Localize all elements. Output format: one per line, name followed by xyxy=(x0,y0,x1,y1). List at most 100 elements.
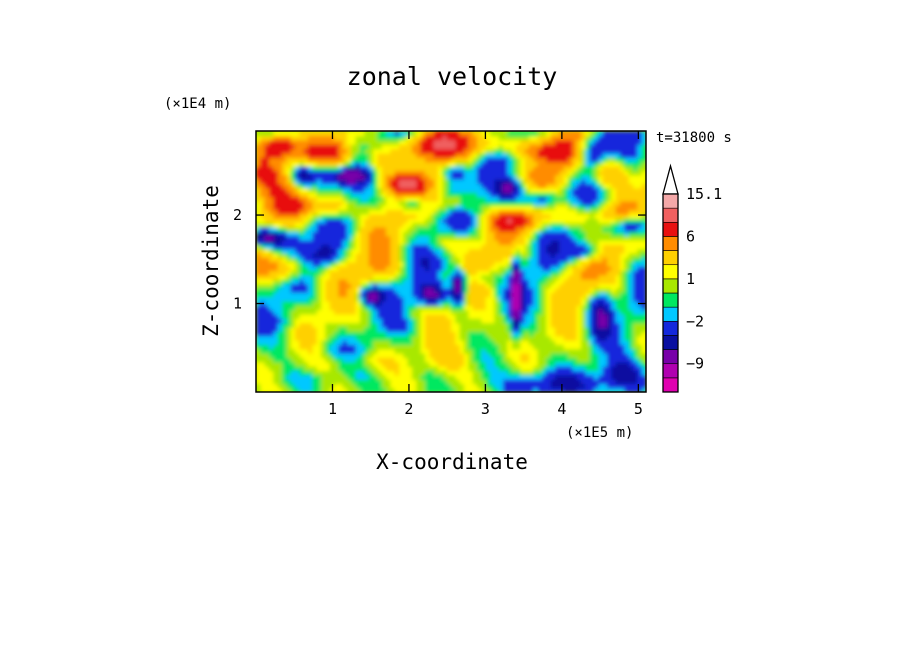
heatmap-cell xyxy=(425,378,431,385)
heatmap-cell xyxy=(403,305,409,311)
heatmap-cell xyxy=(407,222,413,228)
heatmap-cell xyxy=(316,248,322,254)
heatmap-cell xyxy=(329,204,335,211)
heatmap-cell xyxy=(438,204,444,211)
heatmap-cell xyxy=(555,287,561,293)
heatmap-cell xyxy=(555,283,561,289)
heatmap-cell xyxy=(468,231,474,237)
heatmap-cell xyxy=(611,296,617,302)
heatmap-cell xyxy=(542,313,548,319)
heatmap-cell xyxy=(498,365,504,372)
heatmap-cell xyxy=(438,296,444,302)
heatmap-cell xyxy=(472,257,478,263)
heatmap-cell xyxy=(381,148,387,154)
heatmap-cell xyxy=(581,174,587,180)
heatmap-cell xyxy=(511,235,517,241)
heatmap-cell xyxy=(390,352,396,358)
heatmap-cell xyxy=(412,213,418,219)
heatmap-cell xyxy=(611,200,617,206)
heatmap-cell xyxy=(472,283,478,289)
heatmap-cell xyxy=(386,326,392,332)
heatmap-cell xyxy=(260,335,266,341)
heatmap-cell xyxy=(572,157,578,163)
heatmap-cell xyxy=(295,265,301,271)
heatmap-cell xyxy=(373,287,379,293)
heatmap-cell xyxy=(355,365,361,372)
heatmap-cell xyxy=(611,387,617,392)
heatmap-cell xyxy=(269,152,275,158)
heatmap-cell xyxy=(290,239,296,245)
heatmap-cell xyxy=(451,257,457,263)
heatmap-cell xyxy=(537,339,543,345)
heatmap-cell xyxy=(407,309,413,315)
heatmap-cell xyxy=(312,178,318,184)
heatmap-cell xyxy=(381,287,387,293)
heatmap-cell xyxy=(637,318,643,324)
heatmap-cell xyxy=(286,309,292,315)
heatmap-cell xyxy=(347,348,353,354)
heatmap-cell xyxy=(507,157,513,163)
heatmap-cell xyxy=(490,265,496,271)
heatmap-cell xyxy=(624,183,630,189)
heatmap-cell xyxy=(594,231,600,237)
heatmap-cell xyxy=(537,318,543,324)
heatmap-cell xyxy=(342,161,348,167)
heatmap-cell xyxy=(572,187,578,193)
heatmap-cell xyxy=(377,226,383,232)
heatmap-cell xyxy=(494,331,500,337)
heatmap-cell xyxy=(464,152,470,158)
heatmap-cell xyxy=(282,209,288,215)
heatmap-cell xyxy=(598,318,604,324)
heatmap-cell xyxy=(455,252,461,258)
heatmap-cell xyxy=(624,361,630,367)
heatmap-cell xyxy=(620,152,626,158)
heatmap-cell xyxy=(407,291,413,298)
heatmap-cell xyxy=(403,257,409,263)
heatmap-cell xyxy=(490,378,496,385)
heatmap-cell xyxy=(390,370,396,376)
heatmap-cell xyxy=(420,322,426,328)
heatmap-cell xyxy=(533,278,539,285)
heatmap-cell xyxy=(325,287,331,293)
heatmap-cell xyxy=(485,278,491,285)
heatmap-cell xyxy=(429,287,435,293)
heatmap-cell xyxy=(524,361,530,367)
heatmap-cell xyxy=(308,357,314,363)
heatmap-cell xyxy=(524,287,530,293)
heatmap-cell xyxy=(390,170,396,176)
heatmap-cell xyxy=(308,200,314,206)
heatmap-cell xyxy=(507,222,513,228)
heatmap-cell xyxy=(468,339,474,345)
heatmap-cell xyxy=(360,374,366,380)
heatmap-cell xyxy=(455,357,461,363)
heatmap-cell xyxy=(342,235,348,241)
heatmap-cell xyxy=(481,174,487,180)
heatmap-cell xyxy=(481,331,487,337)
heatmap-cell xyxy=(633,352,639,358)
heatmap-cell xyxy=(550,261,556,267)
heatmap-cell xyxy=(360,287,366,293)
heatmap-cell xyxy=(355,209,361,215)
heatmap-cell xyxy=(637,204,643,211)
heatmap-cell xyxy=(334,374,340,380)
heatmap-cell xyxy=(334,265,340,271)
heatmap-cell xyxy=(520,235,526,241)
heatmap-cell xyxy=(407,322,413,328)
heatmap-cell xyxy=(347,148,353,154)
heatmap-cell xyxy=(490,239,496,245)
heatmap-cell xyxy=(325,178,331,184)
heatmap-cell xyxy=(529,331,535,337)
heatmap-cell xyxy=(338,318,344,324)
heatmap-cell xyxy=(637,200,643,206)
heatmap-cell xyxy=(364,365,370,372)
heatmap-cell xyxy=(290,326,296,332)
heatmap-cell xyxy=(438,196,444,202)
heatmap-cell xyxy=(355,261,361,267)
heatmap-cell xyxy=(429,278,435,285)
heatmap-cell xyxy=(433,361,439,367)
heatmap-cell xyxy=(633,178,639,184)
heatmap-cell xyxy=(325,331,331,337)
heatmap-cell xyxy=(364,374,370,380)
heatmap-cell xyxy=(446,270,452,276)
heatmap-cell xyxy=(303,261,309,267)
